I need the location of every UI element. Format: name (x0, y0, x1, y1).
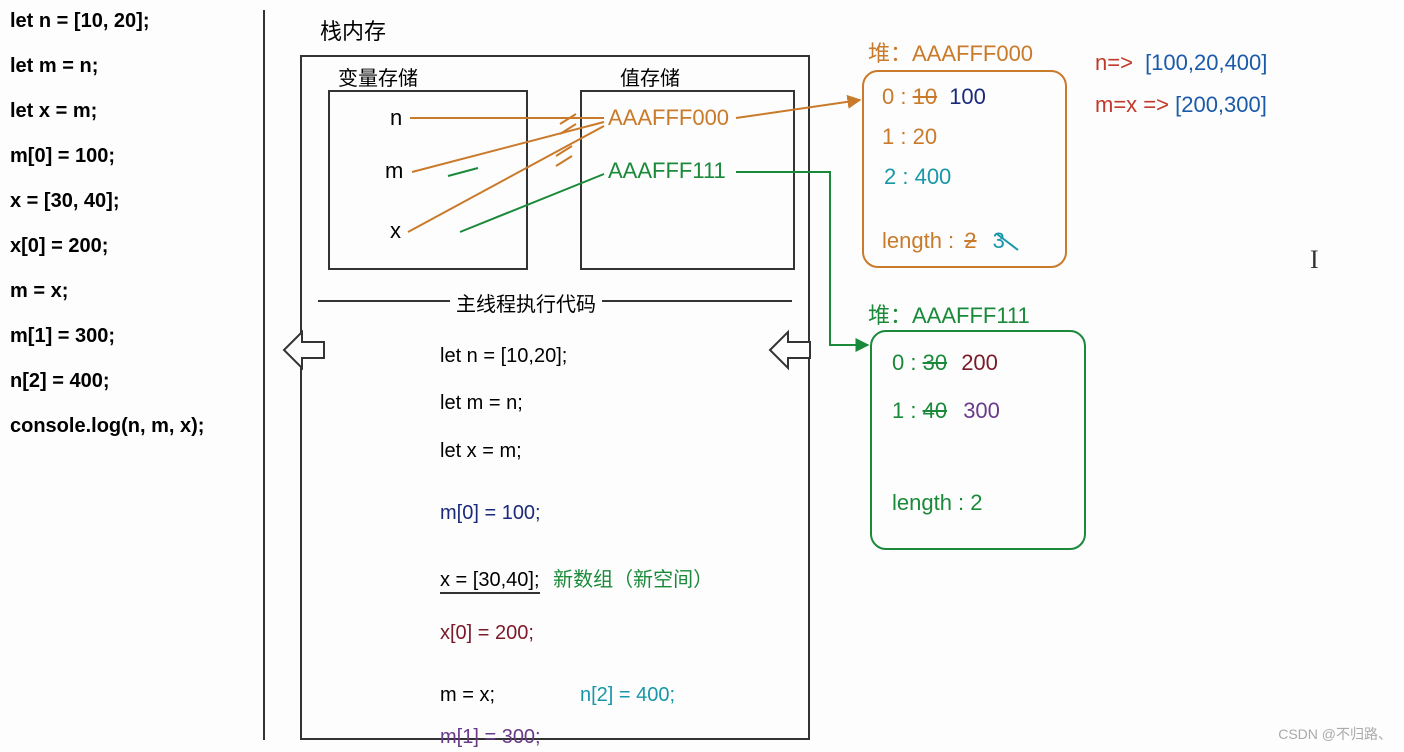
exec-l7: m = x; (440, 684, 495, 707)
exec-l6: x[0] = 200; (440, 622, 534, 645)
result-mx: m=x => [200,300] (1095, 92, 1267, 118)
heap1-item0: 0 : 30 200 (892, 350, 998, 376)
heap1-title: 堆：AAAFFF111 (868, 298, 1030, 330)
code-line: m[1] = 300; (10, 325, 255, 348)
code-line: console.log(n, m, x); (10, 415, 255, 438)
code-line: x = [30, 40]; (10, 190, 255, 213)
exec-l5a: x = [30,40]; 新数组（新空间） (440, 563, 713, 592)
code-line: m = x; (10, 280, 255, 303)
stack-addr1: AAAFFF111 (608, 158, 726, 184)
exec-l8: m[1] = 300; (440, 726, 541, 749)
var-box (328, 90, 528, 270)
watermark: CSDN @不归路、 (1278, 724, 1392, 744)
var-n: n (390, 105, 402, 131)
result-n: n=> [100,20,400] (1095, 50, 1267, 76)
heap0-item0: 0 : 10 100 (882, 84, 986, 110)
code-line: let x = m; (10, 100, 255, 123)
heap0-item2: 2 : 400 (884, 164, 951, 190)
code-line: let m = n; (10, 55, 255, 78)
exec-l3: let x = m; (440, 440, 522, 463)
var-x: x (390, 218, 401, 244)
exec-title: 主线程执行代码 (450, 288, 602, 317)
heap0-item1: 1 : 20 (882, 124, 937, 150)
heap0-length: length : 2 3 (882, 228, 1005, 254)
code-line: let n = [10, 20]; (10, 10, 255, 33)
code-line: n[2] = 400; (10, 370, 255, 393)
code-line: x[0] = 200; (10, 235, 255, 258)
exec-l4: m[0] = 100; (440, 502, 541, 525)
code-line: m[0] = 100; (10, 145, 255, 168)
var-m: m (385, 158, 403, 184)
exec-l1: let n = [10,20]; (440, 345, 567, 368)
stack-addr0: AAAFFF000 (608, 105, 729, 131)
stack-title: 栈内存 (320, 14, 386, 46)
heap0-title: 堆：AAAFFF000 (868, 36, 1033, 68)
exec-l2: let m = n; (440, 392, 523, 415)
heap1-length: length : 2 (892, 490, 983, 516)
var-box-label: 变量存储 (338, 62, 418, 91)
val-box-label: 值存储 (620, 62, 680, 91)
heap1-item1: 1 : 40 300 (892, 398, 1000, 424)
exec-l7b: n[2] = 400; (580, 684, 675, 707)
text-cursor-icon: I (1310, 245, 1319, 275)
source-code-panel: let n = [10, 20]; let m = n; let x = m; … (10, 10, 265, 740)
